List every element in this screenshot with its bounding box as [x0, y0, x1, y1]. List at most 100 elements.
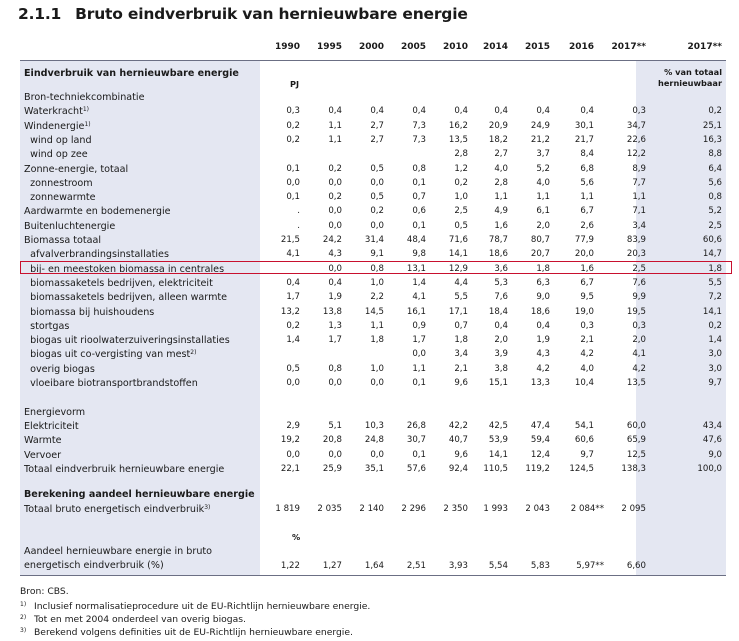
table-cell: 20,9: [488, 120, 508, 131]
table-cell: 14,1: [702, 306, 722, 317]
table-cell: 0,0: [370, 449, 384, 460]
label-column-shading: [20, 60, 260, 575]
table-cell: 30,7: [406, 435, 426, 446]
table-cell: 0,4: [370, 106, 384, 117]
table-cell: 1,6: [494, 220, 508, 231]
table-cell: 18,6: [488, 249, 508, 260]
table-cell: 2,1: [580, 335, 594, 346]
table-cell: 1,4: [412, 277, 426, 288]
table-cell: 9,7: [708, 378, 722, 388]
row-label: Totaal bruto energetisch eindverbruik3): [24, 503, 210, 516]
table-cell: 4,2: [632, 363, 646, 374]
footnote-marker: 2): [190, 349, 197, 357]
table-cell: 2,0: [536, 220, 550, 231]
table-cell: 30,1: [574, 120, 594, 131]
row-label: biomassa bij huishoudens: [24, 306, 154, 319]
row-label: Zonne-energie, totaal: [24, 163, 128, 176]
row-label-text: Energievorm: [24, 406, 86, 418]
table-cell: 42,5: [488, 420, 508, 431]
table-cell: 3,4: [632, 220, 646, 231]
table-cell: 4,0: [580, 363, 594, 374]
table-cell: 0,4: [412, 106, 426, 117]
table-bottom-rule: [20, 575, 726, 576]
table-cell: 2,5: [632, 263, 646, 274]
table-cell: 6,3: [536, 277, 550, 288]
table-cell: 0,1: [412, 220, 426, 231]
table-cell: 1,22: [280, 561, 300, 571]
row-label-text: zonnestroom: [24, 177, 93, 189]
table-cell: 0,2: [370, 206, 384, 217]
table-cell: 16,1: [406, 306, 426, 317]
table-cell: 0,3: [580, 320, 594, 331]
table-cell: 22,6: [626, 134, 646, 145]
table-cell: 4,4: [454, 277, 468, 288]
table-cell: 24,2: [322, 235, 342, 245]
table-cell: 14,5: [364, 306, 384, 317]
table-cell: 5,2: [708, 206, 722, 217]
row-label-text: Aardwarmte en bodemenergie: [24, 206, 171, 218]
row-label: Aandeel hernieuwbare energie in bruto: [24, 546, 213, 557]
table-cell: 2,6: [580, 220, 594, 231]
row-label: Energievorm: [24, 406, 85, 419]
table-cell: 1,0: [370, 363, 384, 374]
table-cell: 1,8: [708, 263, 722, 274]
table-cell: 6,7: [580, 206, 594, 217]
table-cell: 7,7: [632, 177, 646, 188]
table-cell: 3,9: [494, 349, 508, 360]
section-heading: Eindverbruik van hernieuwbare energie: [24, 68, 239, 79]
table-cell: 2 084**: [570, 504, 604, 514]
table-cell: 78,7: [488, 235, 508, 245]
table-cell: 13,3: [530, 378, 550, 388]
table-cell: 35,1: [364, 463, 384, 474]
table-cell: 0,1: [286, 192, 300, 203]
table-cell: 83,9: [626, 235, 646, 245]
year-header: 2014: [482, 42, 508, 52]
section-title: 2.1.1 Bruto eindverbruik van hernieuwbare…: [18, 5, 468, 23]
table-cell: 0,0: [328, 220, 342, 231]
row-label-text: Buitenluchtenergie: [24, 220, 116, 232]
table-cell: 1,1: [412, 363, 426, 374]
table-cell: 9,8: [412, 249, 426, 260]
row-label: biogas uit rioolwaterzuiveringsinstallat…: [24, 334, 230, 347]
table-cell: 4,2: [536, 363, 550, 374]
row-label: stortgas: [24, 320, 69, 333]
table-cell: 16,3: [702, 134, 722, 145]
table-cell: 12,2: [626, 149, 646, 160]
table-cell: 0,4: [454, 106, 468, 117]
table-cell: 0,2: [286, 320, 300, 331]
table-cell: 0,2: [708, 106, 722, 117]
table-cell: 0,7: [454, 320, 468, 331]
row-label: Windenergie1): [24, 120, 91, 133]
table-cell: 2,7: [494, 149, 508, 160]
table-cell: 1,2: [454, 163, 468, 174]
table-cell: 0,4: [580, 106, 594, 117]
table-cell: 1,1: [328, 120, 342, 131]
table-cell: 9,1: [370, 249, 384, 260]
row-label: wind op zee: [24, 148, 88, 161]
table-cell: 5,97**: [576, 561, 604, 571]
table-cell: 2,5: [708, 220, 722, 231]
footnote-marker: 3): [204, 504, 211, 511]
table-cell: 8,9: [632, 163, 646, 174]
table-cell: 12,5: [626, 449, 646, 460]
row-label: afvalverbrandingsinstallaties: [24, 248, 169, 261]
table-cell: 80,7: [530, 235, 550, 245]
table-cell: 4,0: [536, 177, 550, 188]
table-cell: 48,4: [406, 235, 426, 245]
table-cell: 12,9: [448, 263, 468, 274]
row-label: energetisch eindverbruik (%): [24, 560, 164, 571]
row-label-text: zonnewarmte: [24, 192, 96, 204]
table-cell: 47,4: [530, 420, 550, 431]
section-heading: Berekening aandeel hernieuwbare energie: [24, 489, 255, 500]
row-label: Buitenluchtenergie: [24, 220, 115, 233]
table-cell: 13,2: [280, 306, 300, 317]
row-label-text: Bron-techniekcombinatie: [24, 92, 145, 103]
table-cell: 13,1: [406, 263, 426, 274]
row-label-text: Warmte: [24, 435, 62, 447]
row-label-text: overig biogas: [24, 363, 95, 375]
unit-percent-line: % van totaal: [664, 67, 722, 77]
table-cell: 25,9: [322, 463, 342, 474]
table-cell: 100,0: [697, 463, 722, 474]
table-cell: 0,3: [286, 106, 300, 117]
table-cell: 2,8: [454, 149, 468, 160]
